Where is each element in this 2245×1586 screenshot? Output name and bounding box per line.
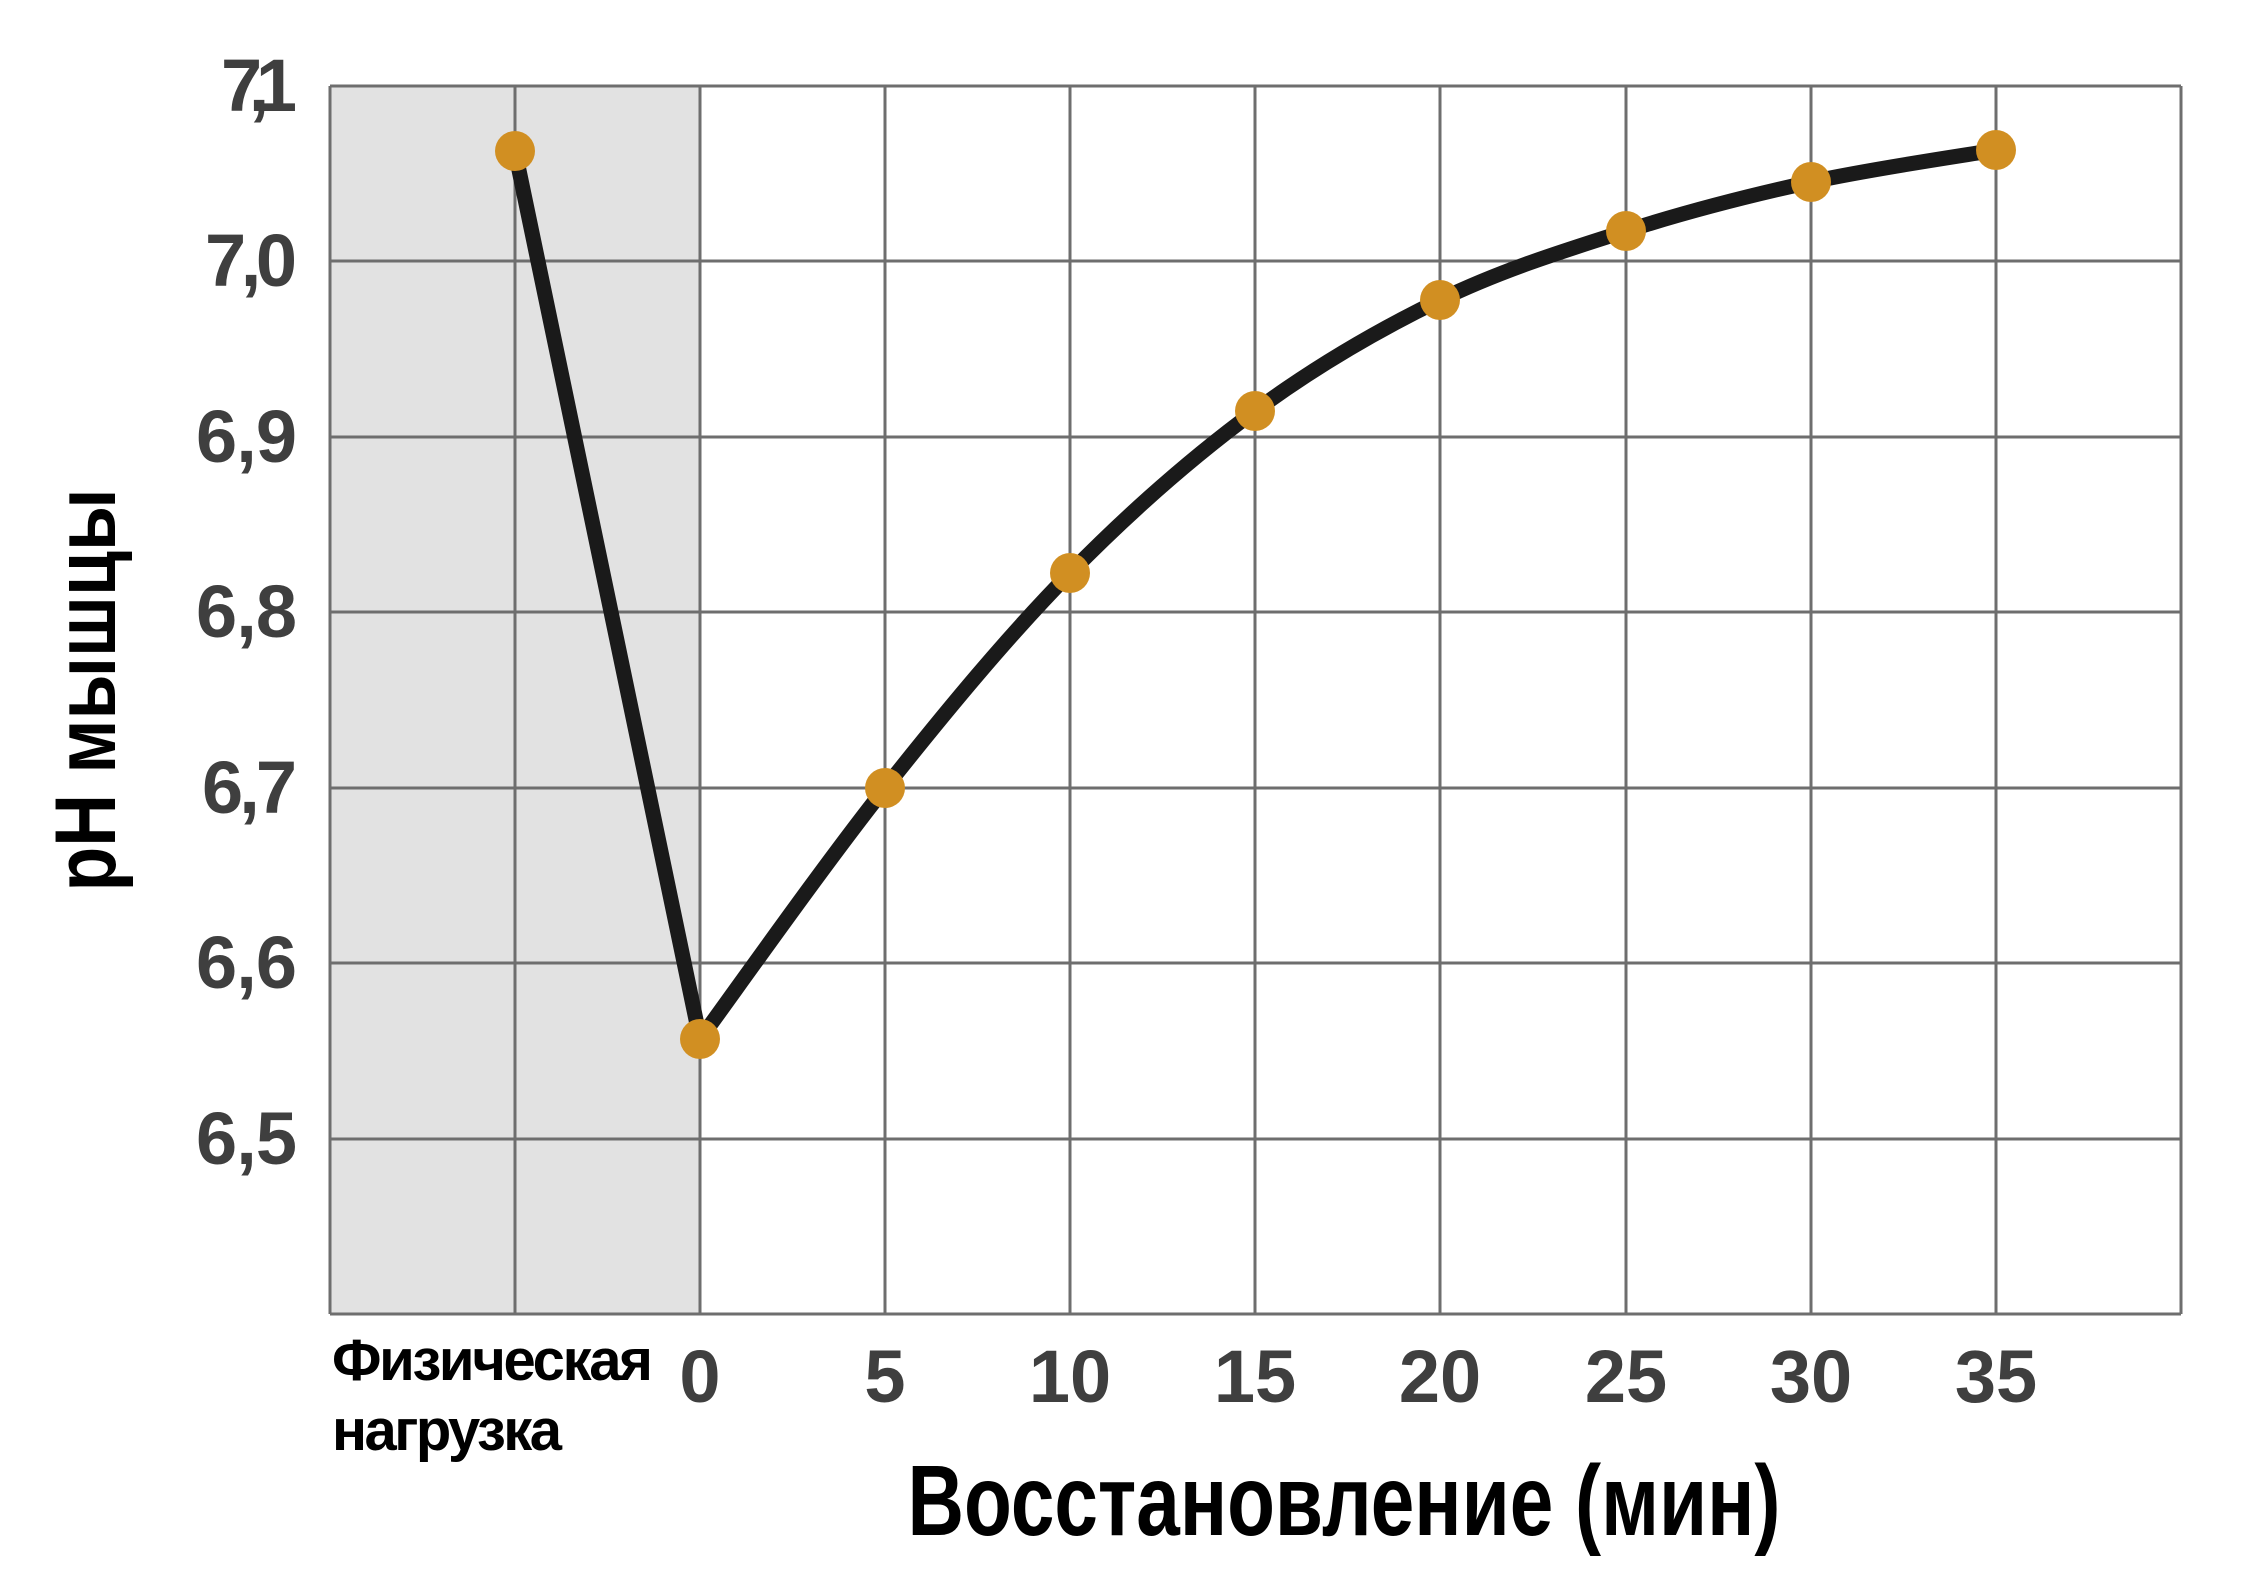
svg-text:pH мышцы: pH мышцы	[38, 489, 134, 892]
svg-text:7,0: 7,0	[205, 219, 297, 302]
svg-text:25: 25	[1585, 1335, 1667, 1418]
svg-text:20: 20	[1399, 1335, 1481, 1418]
svg-text:Восстановление (мин): Восстановление (мин)	[908, 1445, 1781, 1557]
svg-text:нагрузка: нагрузка	[332, 1398, 563, 1463]
svg-text:35: 35	[1955, 1335, 2037, 1418]
svg-text:6,8: 6,8	[196, 570, 297, 653]
svg-text:Физическая: Физическая	[332, 1328, 653, 1393]
svg-text:0: 0	[679, 1335, 720, 1418]
svg-text:30: 30	[1770, 1335, 1852, 1418]
svg-text:6,5: 6,5	[196, 1097, 297, 1180]
svg-text:10: 10	[1029, 1335, 1111, 1418]
svg-text:5: 5	[864, 1335, 905, 1418]
svg-text:6,9: 6,9	[196, 395, 297, 478]
svg-text:6,6: 6,6	[196, 921, 297, 1004]
svg-text:7,1: 7,1	[221, 44, 297, 127]
svg-text:6,7: 6,7	[202, 746, 297, 829]
svg-text:15: 15	[1214, 1335, 1296, 1418]
